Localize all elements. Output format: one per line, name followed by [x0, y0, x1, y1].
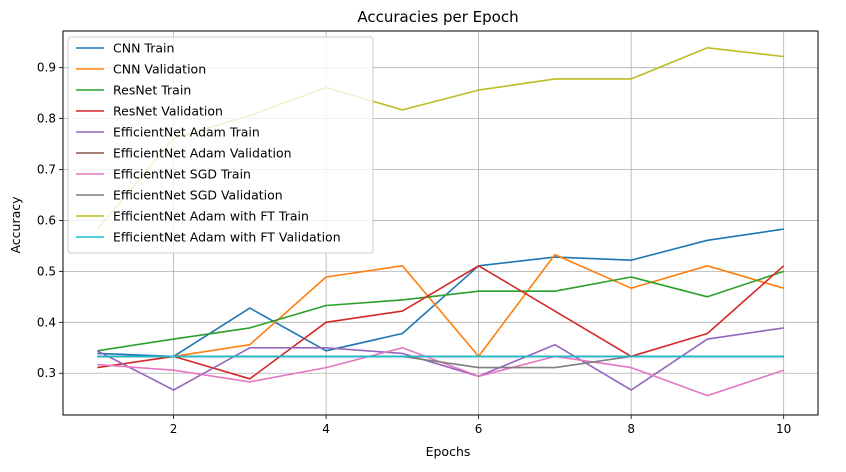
legend-label-efficientnet-sgd-train: EfficientNet SGD Train [113, 167, 251, 182]
x-tick-label: 4 [322, 422, 330, 436]
x-tick-label: 2 [170, 422, 178, 436]
series-line-resnet-train [97, 270, 784, 352]
x-tick-label: 10 [776, 422, 791, 436]
series-line-efficientnet-sgd-validation [97, 355, 784, 369]
y-tick-label: 0.8 [37, 112, 56, 126]
x-axis-title: Epochs [426, 444, 471, 459]
series-line-cnn-validation [97, 253, 784, 358]
y-tick-label: 0.3 [37, 366, 56, 380]
series-line-cnn-train [97, 228, 784, 358]
y-tick-label: 0.5 [37, 264, 56, 278]
legend-label-efficientnet-adam-with-ft-train: EfficientNet Adam with FT Train [113, 209, 309, 224]
legend-label-efficientnet-sgd-validation: EfficientNet SGD Validation [113, 188, 283, 203]
y-tick-label: 0.4 [37, 315, 56, 329]
y-axis-title: Accuracy [8, 196, 23, 254]
legend-label-efficientnet-adam-validation: EfficientNet Adam Validation [113, 146, 292, 161]
legend: CNN Train CNN Validation ResNet Train ResNe… [67, 36, 374, 254]
legend-label-resnet-validation: ResNet Validation [113, 104, 223, 119]
legend-label-resnet-train: ResNet Train [113, 83, 191, 98]
legend-label-efficientnet-adam-train: EfficientNet Adam Train [113, 125, 260, 140]
y-tick-label: 0.9 [37, 61, 56, 75]
series-line-efficientnet-sgd-train [97, 346, 784, 397]
x-tick-label: 6 [475, 422, 483, 436]
axis-ticks: 2 4 6 8 10 0.3 0.4 0.5 0.6 0.7 0.8 0.9 [37, 61, 791, 436]
legend-label-cnn-train: CNN Train [113, 41, 174, 56]
legend-box [67, 36, 374, 254]
plot-frame [62, 30, 819, 416]
chart-title: Accuracies per Epoch [357, 8, 518, 26]
legend-label-cnn-validation: CNN Validation [113, 62, 206, 77]
x-tick-label: 8 [627, 422, 635, 436]
series-line-resnet-validation [97, 264, 785, 380]
series-line-efficientnet-adam-train [96, 327, 784, 391]
y-tick-label: 0.6 [37, 213, 56, 227]
y-tick-label: 0.7 [37, 163, 56, 177]
legend-label-efficientnet-adam-with-ft-validation: EfficientNet Adam with FT Validation [113, 230, 341, 245]
